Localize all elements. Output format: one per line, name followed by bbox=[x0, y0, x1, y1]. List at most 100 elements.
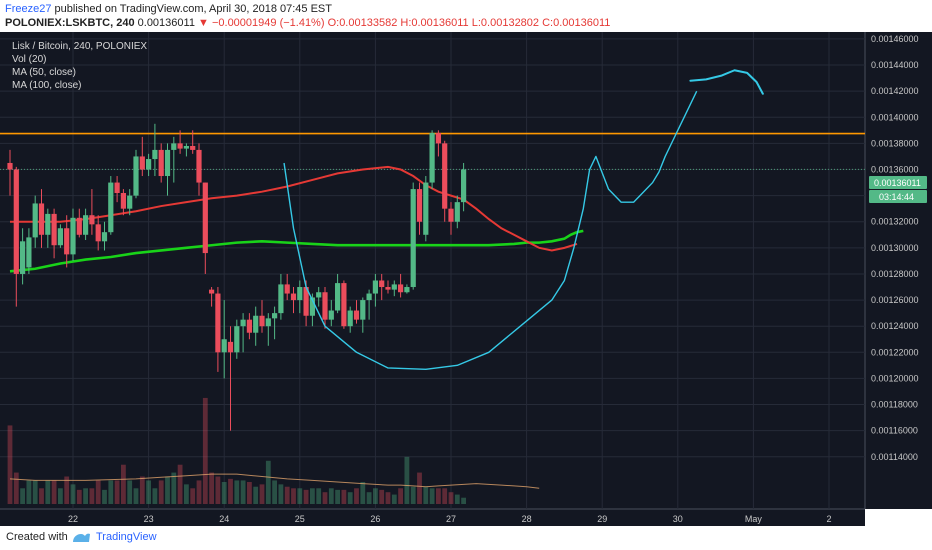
candle-body bbox=[32, 203, 38, 238]
candle-body bbox=[410, 189, 416, 288]
volume-bar bbox=[341, 489, 347, 504]
price-tick-label: 0.00140000 bbox=[871, 112, 919, 122]
volume-bar bbox=[423, 486, 429, 504]
candle-body bbox=[20, 241, 26, 274]
volume-bar bbox=[13, 472, 19, 504]
time-tick-label: 2 bbox=[826, 514, 831, 524]
volume-bar bbox=[133, 488, 139, 504]
volume-ma-series bbox=[9, 473, 540, 489]
volume-bar bbox=[58, 488, 63, 504]
volume-bar bbox=[234, 480, 240, 504]
change-arrow-icon: ▼ bbox=[198, 17, 209, 29]
volume-bar bbox=[278, 484, 284, 504]
candle-body bbox=[26, 237, 32, 268]
candle-body bbox=[448, 208, 454, 222]
volume-bar bbox=[64, 476, 70, 504]
author-link[interactable]: Freeze27 bbox=[5, 3, 52, 15]
candle-body bbox=[335, 283, 341, 311]
candle-body bbox=[272, 313, 278, 319]
ohlc-readout: POLONIEX:LSKBTC, 240 0.00136011 ▼ −0.000… bbox=[5, 17, 610, 29]
candle-body bbox=[215, 293, 221, 353]
volume-bar bbox=[303, 489, 309, 504]
candle-body bbox=[297, 287, 303, 301]
candle-body bbox=[246, 319, 252, 333]
price-tick-label: 0.00128000 bbox=[871, 269, 919, 279]
candle-body bbox=[347, 310, 353, 327]
chart-legend: Lisk / Bitcoin, 240, POLONIEX Vol (20) M… bbox=[12, 40, 147, 92]
volume-bar bbox=[360, 482, 366, 504]
countdown-value: 03:14:44 bbox=[879, 192, 914, 202]
volume-bar bbox=[410, 486, 416, 504]
volume-bar bbox=[20, 488, 25, 504]
projection-arc-drawing bbox=[689, 69, 764, 95]
volume-bar bbox=[171, 472, 177, 504]
last-price: 0.00136011 bbox=[137, 17, 195, 29]
legend-ma50[interactable]: MA (50, close) bbox=[12, 67, 76, 78]
candle-body bbox=[183, 145, 189, 149]
legend-vol[interactable]: Vol (20) bbox=[12, 54, 47, 65]
volume-bar bbox=[228, 478, 233, 504]
volume-bar bbox=[373, 488, 378, 504]
ma50-line bbox=[10, 165, 578, 252]
volume-bar bbox=[316, 488, 322, 504]
candle-body bbox=[227, 341, 234, 353]
legend-ma100[interactable]: MA (100, close) bbox=[12, 80, 82, 91]
candle-body bbox=[328, 310, 334, 320]
price-tick-label: 0.00130000 bbox=[871, 243, 919, 253]
high-value: H:0.00136011 bbox=[400, 17, 469, 29]
candle-body bbox=[89, 215, 95, 225]
price-tick-label: 0.00124000 bbox=[871, 321, 919, 331]
legend-title: Lisk / Bitcoin, 240, POLONIEX bbox=[12, 41, 148, 52]
volume-bar bbox=[190, 488, 196, 504]
ma50-series bbox=[10, 165, 578, 252]
volume-bar bbox=[385, 492, 391, 504]
volume-bar bbox=[7, 425, 13, 504]
volume-bar bbox=[354, 488, 359, 504]
candle-body bbox=[423, 182, 429, 235]
candle-body bbox=[209, 289, 215, 294]
volume-bar bbox=[417, 472, 422, 504]
volume-bar bbox=[215, 476, 221, 504]
grid-lines bbox=[0, 32, 865, 509]
price-tick-label: 0.00116000 bbox=[871, 426, 918, 436]
volume-bar bbox=[51, 480, 57, 504]
volume-bar bbox=[39, 488, 44, 504]
volume-bar bbox=[284, 486, 290, 504]
time-tick-label: 27 bbox=[446, 514, 456, 524]
candle-body bbox=[253, 315, 259, 333]
price-chart[interactable]: 0.00146000 0.00144000 0.00142000 0.00140000… bbox=[0, 32, 932, 526]
volume-bar bbox=[202, 397, 208, 504]
candle-body bbox=[341, 283, 347, 327]
volume-bar bbox=[247, 482, 252, 504]
volume-bars bbox=[7, 397, 466, 504]
candle-body bbox=[240, 319, 246, 327]
volume-bar bbox=[139, 476, 145, 504]
time-tick-label: 26 bbox=[370, 514, 380, 524]
volume-bar bbox=[436, 488, 441, 504]
time-tick-label: 24 bbox=[219, 514, 229, 524]
candle-body bbox=[259, 315, 265, 327]
candle-body bbox=[57, 228, 63, 246]
time-tick-label: May bbox=[745, 514, 763, 524]
published-text: published on TradingView.com, April 30, … bbox=[54, 3, 332, 15]
price-tick-label: 0.00144000 bbox=[871, 60, 919, 70]
price-axis[interactable] bbox=[865, 32, 932, 509]
time-tick-labels: 22 23 24 25 26 27 28 29 30 May 2 bbox=[68, 514, 832, 524]
volume-bar bbox=[429, 488, 435, 504]
candle-body bbox=[139, 156, 145, 170]
volume-bar bbox=[95, 480, 101, 504]
candle-body bbox=[171, 143, 177, 150]
candle-body bbox=[51, 213, 57, 246]
volume-bar bbox=[45, 480, 51, 504]
candle-body bbox=[127, 195, 133, 209]
volume-bar bbox=[32, 480, 38, 504]
price-tick-label: 0.00136000 bbox=[871, 164, 919, 174]
candle-body bbox=[398, 284, 404, 293]
volume-bar bbox=[366, 492, 372, 504]
tradingview-brand[interactable]: TradingView bbox=[96, 531, 157, 543]
candle-body bbox=[454, 202, 460, 222]
hand-drawn-annotation[interactable] bbox=[283, 69, 764, 370]
time-axis[interactable] bbox=[0, 509, 865, 526]
volume-bar bbox=[26, 480, 32, 504]
price-badge-value: 0.00136011 bbox=[874, 178, 921, 188]
